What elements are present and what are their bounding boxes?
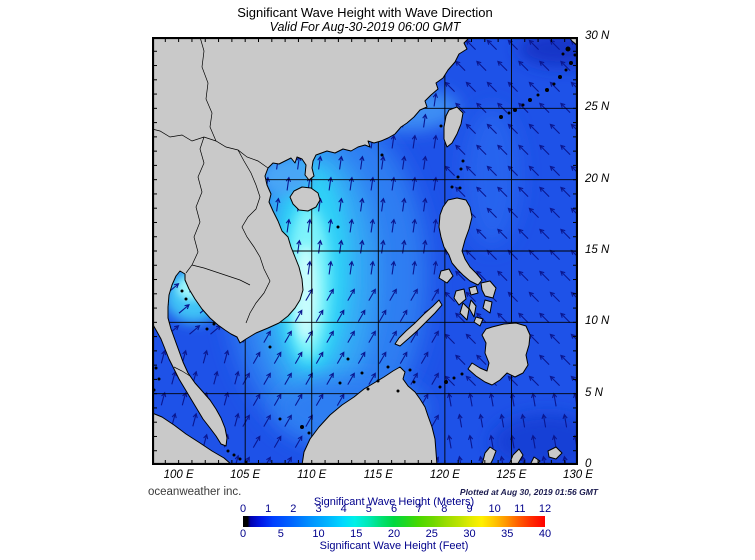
meters-tick: 5	[365, 503, 372, 515]
page-title: Significant Wave Height with Wave Direct…	[237, 5, 493, 20]
feet-tick: 5	[277, 528, 284, 540]
lon-label: 125 E	[496, 469, 527, 481]
meters-tick: 6	[390, 503, 398, 515]
credit-text: oceanweather inc.	[148, 486, 242, 498]
lat-label: 0	[585, 458, 592, 470]
longitude-axis: 100 E 105 E 110 E 115 E 120 E 125 E 130 E	[152, 469, 593, 485]
plotted-timestamp: Plotted at Aug 30, 2019 01:56 GMT	[459, 487, 598, 497]
meters-tick: 12	[538, 503, 552, 515]
meters-tick: 8	[441, 503, 448, 515]
meters-tick: 10	[488, 503, 501, 515]
feet-tick: 10	[312, 528, 325, 540]
lat-label: 15 N	[585, 244, 610, 256]
legend-meters-label: Significant Wave Height (Meters)	[313, 496, 475, 508]
lon-label: 115 E	[363, 469, 393, 481]
legend-feet-ticks: 0 5 10 15 20 25 30 35 40	[240, 528, 551, 540]
legend-feet-label: Significant Wave Height (Feet)	[319, 540, 469, 552]
feet-tick: 30	[463, 528, 476, 540]
lat-label: 30 N	[585, 30, 610, 42]
meters-tick: 2	[290, 503, 297, 515]
lon-label: 100 E	[163, 469, 194, 481]
lat-label: 5 N	[585, 386, 603, 399]
meters-tick: 1	[265, 503, 272, 515]
lat-label: 25 N	[585, 101, 610, 114]
meters-tick: 3	[315, 503, 322, 515]
lat-label: 20 N	[585, 172, 610, 185]
lat-label: 10 N	[585, 315, 610, 328]
wave-height-map	[152, 37, 578, 465]
meters-tick: 0	[239, 503, 247, 515]
valid-time-subtitle: Valid For Aug-30-2019 06:00 GMT	[269, 20, 461, 34]
meters-tick: 11	[514, 503, 526, 515]
map-area	[152, 37, 578, 465]
title-block: Significant Wave Height with Wave Direct…	[152, 5, 578, 34]
feet-tick: 15	[350, 528, 363, 540]
lon-label: 120 E	[429, 469, 460, 481]
feet-tick: 40	[538, 528, 552, 540]
feet-tick: 20	[387, 528, 401, 540]
lon-label: 105 E	[230, 469, 261, 481]
feet-tick: 0	[239, 528, 247, 540]
latitude-axis: 30 N 25 N 20 N 15 N 10 N 5 N 0	[585, 30, 645, 470]
meters-tick: 7	[416, 503, 423, 515]
lon-label: 110 E	[297, 469, 327, 481]
meters-tick: 9	[466, 503, 473, 515]
lon-label: 130 E	[562, 469, 594, 481]
legend-meters-ticks: 0 1 2 3 4 5 6 7 8 9 10 11 12	[240, 503, 551, 515]
feet-tick: 25	[425, 528, 438, 540]
meters-tick: 4	[340, 503, 347, 515]
feet-tick: 35	[501, 528, 514, 540]
wave-height-colorbar	[243, 516, 545, 527]
